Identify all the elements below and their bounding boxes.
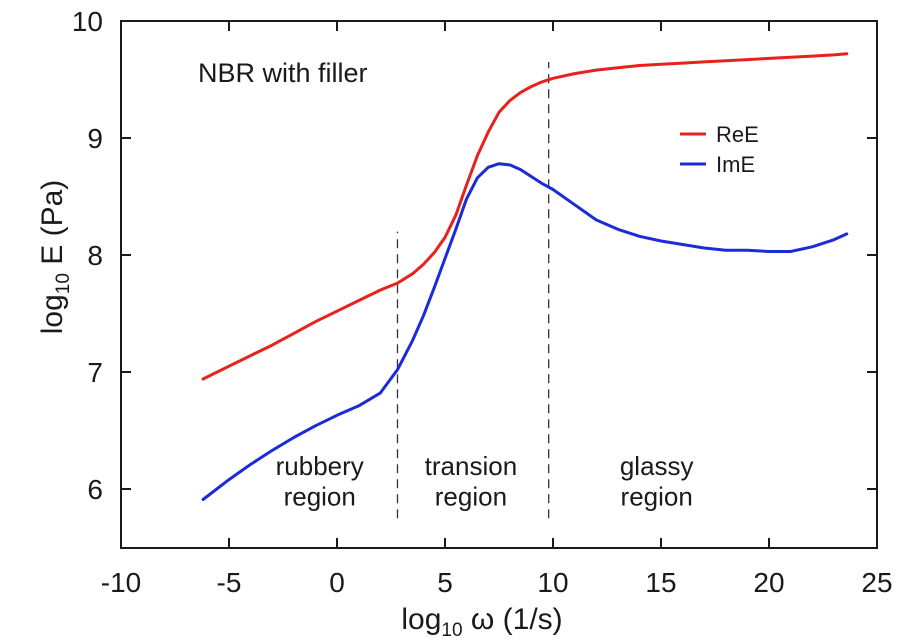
- y-tick-label: 6: [87, 474, 103, 505]
- x-tick-label: -10: [101, 567, 141, 598]
- x-tick-label: 15: [645, 567, 676, 598]
- x-tick-label: -5: [217, 567, 242, 598]
- series-line-ree: [201, 52, 849, 381]
- region-label: transion: [425, 451, 518, 481]
- y-tick-label: 7: [87, 357, 103, 388]
- x-tick-label: 10: [537, 567, 568, 598]
- y-axis-label: log10 E (Pa): [36, 180, 74, 335]
- region-label: region: [284, 481, 356, 511]
- series-line-ime: [201, 162, 849, 501]
- x-tick-label: 25: [861, 567, 892, 598]
- axis-tick-labels: -10 -5 0 5 10 15 20 25 6 7 8 9 10: [72, 6, 893, 598]
- x-axis-label: log10 ω (1/s): [401, 603, 562, 641]
- region-dividers: [396, 61, 550, 519]
- y-tick-label: 8: [87, 240, 103, 271]
- plot-frame: [120, 20, 878, 549]
- chart-title: NBR with filler: [198, 58, 368, 88]
- legend-label-ree: ReE: [716, 122, 759, 147]
- axis-ticks: [121, 21, 877, 548]
- series-lines: [201, 52, 849, 501]
- region-label: glassy: [620, 451, 694, 481]
- region-label: region: [435, 481, 507, 511]
- legend-label-ime: ImE: [716, 152, 755, 177]
- legend: ReE ImE: [680, 122, 759, 177]
- x-tick-label: 20: [753, 567, 784, 598]
- region-label: rubbery: [276, 451, 364, 481]
- x-tick-label: 5: [437, 567, 453, 598]
- region-label: region: [621, 481, 693, 511]
- y-tick-label: 9: [87, 123, 103, 154]
- x-tick-label: 0: [329, 567, 345, 598]
- y-tick-label: 10: [72, 6, 103, 37]
